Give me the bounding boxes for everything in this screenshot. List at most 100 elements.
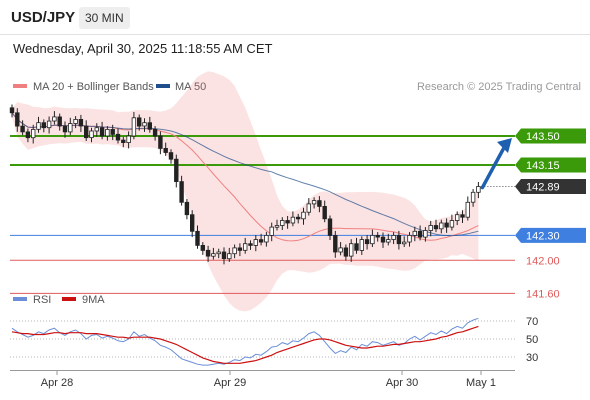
arrow-shaft (480, 142, 508, 190)
candle-body (62, 125, 68, 133)
candle (110, 124, 115, 141)
level-resistance-1-label: 143.15 (526, 160, 560, 172)
candle-body (46, 120, 52, 129)
candle-body (306, 203, 311, 213)
candle (269, 222, 274, 242)
candle (280, 217, 285, 230)
candle-body (348, 243, 354, 257)
candle-body (317, 200, 322, 207)
candle (460, 210, 465, 223)
candle-body (460, 214, 465, 218)
candle-body (470, 191, 476, 203)
candle (211, 247, 216, 260)
candle (264, 232, 269, 247)
rsi-tick-30: 30 (526, 352, 538, 364)
candle (391, 232, 396, 245)
rsi-tick-50: 50 (526, 334, 538, 346)
candle (9, 104, 15, 118)
candle (242, 237, 248, 254)
rsi-line (11, 317, 479, 366)
legend-swatch-rsi-ma (62, 297, 76, 301)
candle (15, 108, 20, 132)
level-last_price-2-tag (515, 179, 586, 195)
chart-header: USD/JPY 30 MIN (0, 0, 590, 36)
candle (205, 245, 211, 262)
candle-body (386, 239, 391, 243)
candle (227, 247, 232, 262)
legend-swatch-rsi (13, 297, 27, 301)
candle-body (269, 226, 274, 236)
candle-body (168, 152, 174, 160)
candle-body (301, 211, 306, 220)
candle (338, 242, 343, 256)
candle-body (41, 122, 46, 129)
candle-body (327, 218, 333, 236)
candle-body (258, 239, 264, 243)
candlesticks (9, 104, 481, 265)
legend-swatch-ma50 (156, 84, 170, 88)
level-resistance-1-tag (515, 157, 586, 173)
candle (68, 117, 73, 136)
candle (147, 116, 152, 133)
candle (454, 211, 460, 226)
legend-label-ma50: MA 50 (175, 81, 206, 93)
candle-body (115, 133, 121, 141)
candle (232, 244, 237, 259)
candle (131, 112, 137, 140)
candle (417, 225, 423, 241)
candle (30, 124, 36, 144)
source-credit: Research © 2025 Trading Central (417, 81, 581, 93)
level-support-5-label: 141.60 (526, 288, 560, 300)
candle (449, 214, 455, 231)
candle-body (248, 243, 253, 246)
candle-body (311, 200, 317, 205)
candle-body (375, 234, 380, 238)
candle (285, 216, 290, 229)
ma50-line (11, 112, 479, 237)
level-support-4-label: 142.00 (526, 255, 560, 267)
candle-body (84, 125, 89, 139)
candle (428, 220, 433, 237)
timeframe-badge[interactable]: 30 MIN (79, 7, 130, 29)
candle-body (147, 122, 152, 130)
bollinger-bands (12, 71, 479, 312)
candle (470, 189, 476, 207)
candle (36, 116, 41, 133)
candle-body (25, 131, 31, 139)
candle-body (105, 128, 110, 137)
candle-body (174, 158, 179, 182)
candle-body (359, 239, 364, 251)
candle-body (364, 239, 370, 245)
candle (375, 232, 380, 242)
level-pivot-3-label: 142.30 (526, 230, 560, 242)
candle (386, 233, 391, 246)
candle-body (417, 230, 423, 238)
candle-body (232, 247, 237, 255)
candle (94, 123, 99, 137)
candle (311, 197, 317, 209)
candle-body (354, 243, 359, 251)
candle-body (380, 236, 386, 243)
candle (401, 236, 407, 247)
candle (99, 121, 105, 140)
candle (248, 240, 253, 250)
candle (189, 210, 195, 238)
candle (195, 225, 200, 249)
candle-body (163, 147, 168, 153)
candle-body (322, 205, 327, 220)
candle (317, 196, 322, 213)
timestamp: Wednesday, April 30, 2025 11:18:55 AM CE… (13, 41, 273, 56)
candle-body (158, 135, 163, 149)
candle-body (200, 244, 205, 251)
candle (126, 131, 131, 149)
candle-body (333, 234, 338, 253)
candle-body (78, 119, 84, 127)
candle-body (401, 241, 407, 245)
candle-body (94, 127, 99, 132)
candle (306, 198, 311, 216)
candle-body (52, 116, 57, 122)
candle (142, 118, 147, 132)
candle-body (412, 230, 417, 236)
candle-body (189, 214, 195, 232)
